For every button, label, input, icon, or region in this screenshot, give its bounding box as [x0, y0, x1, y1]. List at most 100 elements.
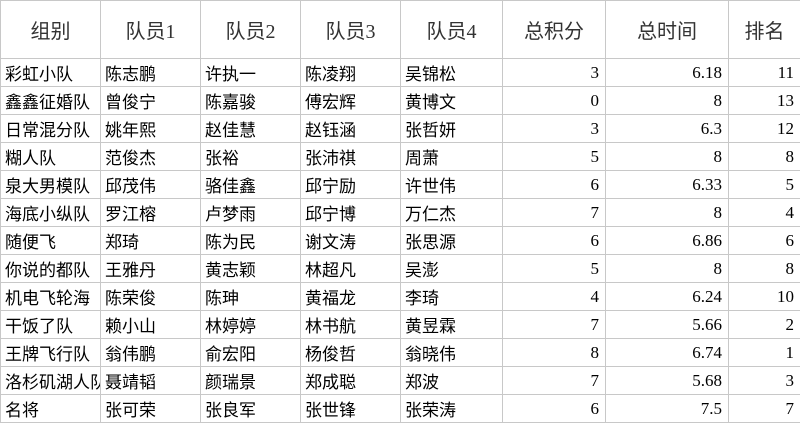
number-cell: 6.33 — [605, 170, 729, 199]
number-cell: 3 — [728, 366, 800, 395]
text-cell: 王牌飞行队 — [0, 338, 101, 367]
text-cell: 罗江榕 — [100, 198, 201, 227]
text-cell: 王雅丹 — [100, 254, 201, 283]
text-cell: 黄昱霖 — [400, 310, 503, 339]
text-cell: 赵佳慧 — [200, 114, 301, 143]
number-cell: 10 — [728, 282, 800, 311]
text-cell: 赵钰涵 — [300, 114, 401, 143]
text-cell: 彩虹小队 — [0, 58, 101, 87]
number-cell: 6 — [502, 226, 606, 255]
text-cell: 吴澎 — [400, 254, 503, 283]
text-cell: 张哲妍 — [400, 114, 503, 143]
text-cell: 卢梦雨 — [200, 198, 301, 227]
number-cell: 8 — [728, 142, 800, 171]
text-cell: 万仁杰 — [400, 198, 503, 227]
number-cell: 8 — [605, 142, 729, 171]
text-cell: 泉大男模队 — [0, 170, 101, 199]
number-cell: 6 — [502, 170, 606, 199]
text-cell: 张思源 — [400, 226, 503, 255]
table-body: 彩虹小队 陈志鹏 许执一 陈凌翔 吴锦松 3 6.18 11 鑫鑫征婚队 曾俊宁 陈嘉骏 傅宏辉 黄博文… — [0, 58, 800, 423]
number-cell: 1 — [728, 338, 800, 367]
text-cell: 邱宁励 — [300, 170, 401, 199]
text-cell: 姚年熙 — [100, 114, 201, 143]
table-row: 海底小纵队 罗江榕 卢梦雨 邱宁博 万仁杰 7 8 4 — [0, 198, 800, 227]
text-cell: 邱茂伟 — [100, 170, 201, 199]
table-row: 王牌飞行队 翁伟鹏 俞宏阳 杨俊哲 翁晓伟 8 6.74 1 — [0, 338, 800, 367]
text-cell: 吴锦松 — [400, 58, 503, 87]
header-cell: 队员2 — [200, 0, 301, 59]
table-row: 鑫鑫征婚队 曾俊宁 陈嘉骏 傅宏辉 黄博文 0 8 13 — [0, 86, 800, 115]
text-cell: 范俊杰 — [100, 142, 201, 171]
text-cell: 林书航 — [300, 310, 401, 339]
header-cell: 排名 — [728, 0, 800, 59]
text-cell: 随便飞 — [0, 226, 101, 255]
text-cell: 张可荣 — [100, 394, 201, 423]
number-cell: 8 — [502, 338, 606, 367]
text-cell: 糊人队 — [0, 142, 101, 171]
text-cell: 张世锋 — [300, 394, 401, 423]
number-cell: 5.68 — [605, 366, 729, 395]
number-cell: 8 — [605, 86, 729, 115]
number-cell: 6.3 — [605, 114, 729, 143]
number-cell: 6.18 — [605, 58, 729, 87]
number-cell: 6.86 — [605, 226, 729, 255]
text-cell: 陈荣俊 — [100, 282, 201, 311]
number-cell: 6.24 — [605, 282, 729, 311]
number-cell: 6 — [728, 226, 800, 255]
number-cell: 5.66 — [605, 310, 729, 339]
text-cell: 周萧 — [400, 142, 503, 171]
text-cell: 谢文涛 — [300, 226, 401, 255]
table-row: 你说的都队 王雅丹 黄志颖 林超凡 吴澎 5 8 8 — [0, 254, 800, 283]
text-cell: 日常混分队 — [0, 114, 101, 143]
text-cell: 机电飞轮海 — [0, 282, 101, 311]
table-row: 机电飞轮海 陈荣俊 陈珅 黄福龙 李琦 4 6.24 10 — [0, 282, 800, 311]
text-cell: 黄志颖 — [200, 254, 301, 283]
number-cell: 2 — [728, 310, 800, 339]
table-row: 泉大男模队 邱茂伟 骆佳鑫 邱宁励 许世伟 6 6.33 5 — [0, 170, 800, 199]
text-cell: 张良军 — [200, 394, 301, 423]
text-cell: 李琦 — [400, 282, 503, 311]
text-cell: 俞宏阳 — [200, 338, 301, 367]
number-cell: 0 — [502, 86, 606, 115]
text-cell: 黄福龙 — [300, 282, 401, 311]
text-cell: 许世伟 — [400, 170, 503, 199]
text-cell: 赖小山 — [100, 310, 201, 339]
number-cell: 8 — [605, 254, 729, 283]
header-row: 组别 队员1 队员2 队员3 队员4 总积分 总时间 排名 — [0, 0, 800, 59]
number-cell: 7 — [728, 394, 800, 423]
text-cell: 骆佳鑫 — [200, 170, 301, 199]
number-cell: 5 — [728, 170, 800, 199]
text-cell: 翁晓伟 — [400, 338, 503, 367]
number-cell: 3 — [502, 114, 606, 143]
number-cell: 13 — [728, 86, 800, 115]
table-row: 日常混分队 姚年熙 赵佳慧 赵钰涵 张哲妍 3 6.3 12 — [0, 114, 800, 143]
number-cell: 8 — [728, 254, 800, 283]
text-cell: 郑琦 — [100, 226, 201, 255]
number-cell: 6 — [502, 394, 606, 423]
table-row: 彩虹小队 陈志鹏 许执一 陈凌翔 吴锦松 3 6.18 11 — [0, 58, 800, 87]
text-cell: 邱宁博 — [300, 198, 401, 227]
text-cell: 名将 — [0, 394, 101, 423]
text-cell: 干饭了队 — [0, 310, 101, 339]
text-cell: 陈珅 — [200, 282, 301, 311]
header-cell: 队员4 — [400, 0, 503, 59]
header-cell: 总时间 — [605, 0, 729, 59]
text-cell: 聂靖韬 — [100, 366, 201, 395]
text-cell: 张裕 — [200, 142, 301, 171]
text-cell: 颜瑞景 — [200, 366, 301, 395]
text-cell: 陈嘉骏 — [200, 86, 301, 115]
number-cell: 7.5 — [605, 394, 729, 423]
number-cell: 7 — [502, 366, 606, 395]
text-cell: 郑成聪 — [300, 366, 401, 395]
number-cell: 7 — [502, 198, 606, 227]
text-cell: 陈凌翔 — [300, 58, 401, 87]
header-cell: 队员1 — [100, 0, 201, 59]
text-cell: 曾俊宁 — [100, 86, 201, 115]
text-cell: 陈志鹏 — [100, 58, 201, 87]
header-cell: 总积分 — [502, 0, 606, 59]
text-cell: 黄博文 — [400, 86, 503, 115]
header-cell: 队员3 — [300, 0, 401, 59]
number-cell: 7 — [502, 310, 606, 339]
